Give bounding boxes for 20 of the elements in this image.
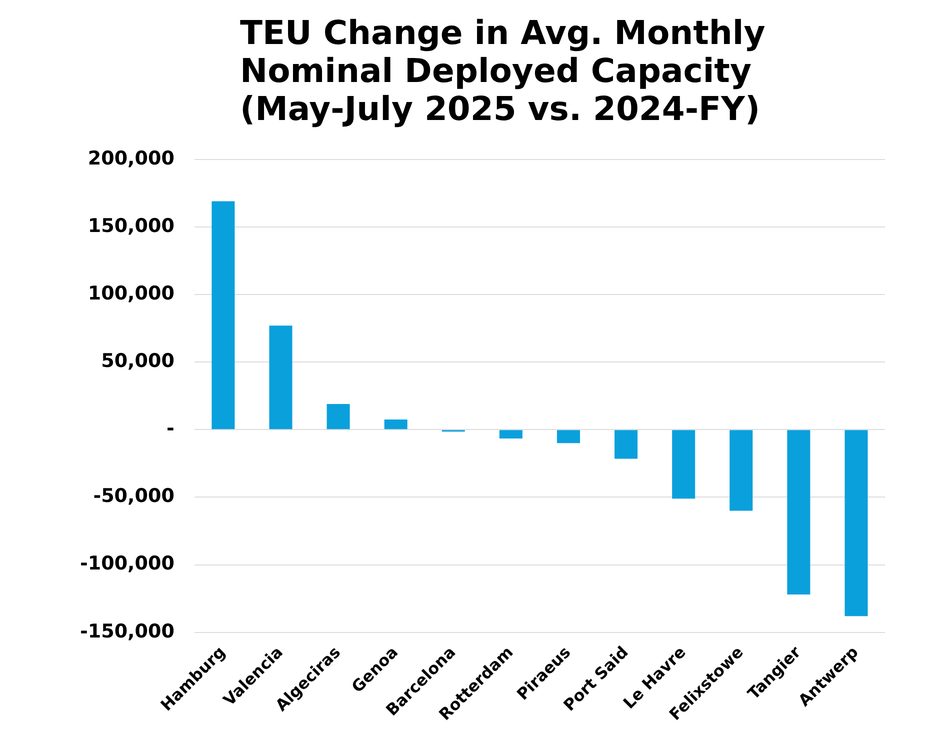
- bar: [384, 420, 408, 430]
- y-tick-label: 200,000: [88, 147, 174, 170]
- bar: [556, 430, 580, 444]
- bar: [844, 430, 868, 616]
- y-tick-label: -100,000: [80, 552, 174, 575]
- y-tick-label: 100,000: [88, 282, 174, 304]
- bar: [326, 404, 350, 430]
- y-tick-label: -50,000: [93, 485, 174, 508]
- bar: [499, 430, 522, 438]
- bar: [787, 430, 810, 595]
- bar: [672, 430, 696, 499]
- bar: [269, 326, 292, 430]
- y-tick-label: 150,000: [88, 214, 174, 237]
- bar: [730, 430, 753, 511]
- y-tick-label: -150,000: [80, 620, 174, 642]
- y-tick-label: 50,000: [101, 350, 174, 372]
- bar: [212, 201, 235, 430]
- chart-title: TEU Change in Avg. Monthly Nominal Deployed Capacity (May-July 2025 vs. 2024-FY): [240, 13, 766, 128]
- y-tick-label: -: [166, 418, 174, 440]
- bar: [614, 430, 638, 459]
